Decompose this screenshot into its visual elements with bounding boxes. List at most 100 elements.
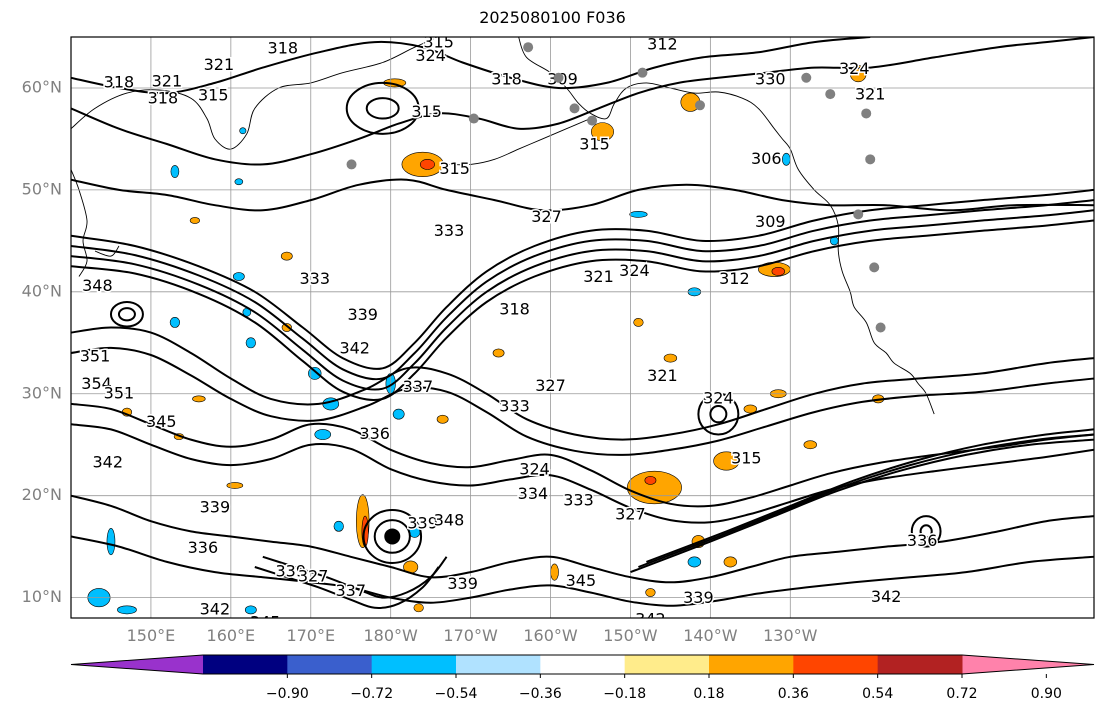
contour-label: 327 bbox=[615, 505, 646, 524]
shaded-patch bbox=[281, 323, 292, 332]
lat-tick-label: 10°N bbox=[22, 587, 62, 606]
isentrope-contour bbox=[71, 346, 1094, 456]
lat-tick-label: 60°N bbox=[22, 77, 62, 96]
station-dot bbox=[861, 108, 872, 119]
contour-label: 342 bbox=[92, 453, 123, 472]
shaded-patch bbox=[436, 414, 449, 424]
lon-tick-label: 150°E bbox=[127, 626, 176, 645]
lat-tick-label: 50°N bbox=[22, 179, 62, 198]
shaded-patch bbox=[849, 65, 867, 83]
station-dot bbox=[523, 42, 534, 53]
lon-tick-label: 130°W bbox=[763, 626, 818, 645]
closed-contour bbox=[109, 301, 144, 328]
contour-label: 315 bbox=[579, 135, 610, 154]
colorbar-label: 0.18 bbox=[693, 686, 724, 702]
station-dot bbox=[468, 113, 479, 124]
closed-contour bbox=[373, 519, 411, 554]
shaded-patch bbox=[645, 588, 656, 597]
isentrope-contour bbox=[71, 199, 1094, 381]
colorbar-label: −0.72 bbox=[350, 686, 393, 702]
isentrope-contour bbox=[71, 209, 1094, 391]
station-dot bbox=[801, 72, 812, 83]
contour-label: 336 bbox=[359, 424, 390, 443]
shaded-patch bbox=[419, 159, 435, 170]
contour-label: 315 bbox=[423, 33, 454, 52]
colorbar-swatch bbox=[371, 655, 457, 674]
shaded-patch bbox=[170, 165, 180, 178]
closed-contour bbox=[919, 524, 933, 539]
map-plot-area: 3213183183213153183153243153183153093123… bbox=[70, 33, 1095, 619]
shaded-patch bbox=[280, 251, 293, 261]
contour-label: 330 bbox=[755, 69, 786, 88]
colorbar-label: −0.90 bbox=[266, 686, 309, 702]
contour-label: 351 bbox=[80, 347, 111, 366]
contour-label: 318 bbox=[148, 89, 179, 108]
isentrope-contour bbox=[71, 326, 1094, 441]
shaded-patch bbox=[633, 318, 644, 327]
station-dot bbox=[569, 103, 580, 114]
station-dot bbox=[853, 209, 864, 220]
contour-label: 337 bbox=[335, 581, 366, 600]
contour-label: 333 bbox=[499, 397, 530, 416]
shaded-patch bbox=[244, 605, 257, 615]
contour-label: 339 bbox=[447, 574, 478, 593]
isentrope-contour bbox=[71, 423, 1094, 524]
colorbar-label: 0.90 bbox=[1031, 686, 1062, 702]
contour-label: 315 bbox=[411, 102, 442, 121]
coastline bbox=[71, 169, 88, 277]
contour-label: 312 bbox=[647, 35, 678, 54]
contour-label: 315 bbox=[439, 159, 470, 178]
shaded-patch bbox=[333, 520, 344, 532]
contour-label: 354 bbox=[81, 374, 112, 393]
closed-contour bbox=[345, 81, 420, 135]
contour-label: 345 bbox=[146, 412, 177, 431]
lon-tick-label: 170°E bbox=[286, 626, 335, 645]
shaded-patch bbox=[743, 404, 758, 414]
colorbar-swatch bbox=[877, 655, 963, 674]
contour-label: 351 bbox=[104, 383, 135, 402]
contour-label: 324 bbox=[839, 59, 870, 78]
contour-label: 348 bbox=[434, 511, 465, 530]
shaded-patch bbox=[392, 408, 405, 420]
contour-label: 309 bbox=[755, 212, 786, 231]
shaded-patch bbox=[713, 451, 740, 471]
contour-label: 324 bbox=[415, 46, 446, 65]
shaded-patch bbox=[663, 353, 678, 363]
station-dot bbox=[694, 100, 705, 111]
closed-contour bbox=[910, 515, 942, 548]
contour-label: 318 bbox=[491, 69, 522, 88]
shaded-patch bbox=[314, 429, 332, 440]
isentrope-contour bbox=[71, 535, 1094, 607]
contour-label: 321 bbox=[855, 85, 886, 104]
shaded-patch bbox=[687, 556, 702, 568]
shaded-patch bbox=[245, 337, 256, 349]
shaded-patch bbox=[723, 556, 738, 568]
shaded-patch bbox=[239, 127, 247, 135]
colorbar-label: 0.36 bbox=[778, 686, 809, 702]
coastline bbox=[71, 37, 439, 150]
contour-label: 334 bbox=[518, 484, 549, 503]
isentrope-contour bbox=[71, 219, 1094, 401]
shaded-patch bbox=[232, 272, 245, 281]
lon-tick-label: 160°W bbox=[523, 626, 578, 645]
contour-label: 324 bbox=[703, 388, 734, 407]
contour-label: 336 bbox=[907, 531, 938, 550]
contour-label: 333 bbox=[563, 490, 594, 509]
colorbar-label: −0.54 bbox=[435, 686, 478, 702]
shaded-patch bbox=[550, 563, 559, 581]
isentrope-contour bbox=[646, 428, 1094, 563]
colorbar-swatch bbox=[793, 655, 879, 674]
shaded-patch bbox=[308, 366, 322, 380]
station-dot bbox=[553, 72, 564, 83]
map-frame bbox=[70, 36, 1095, 619]
closed-contour bbox=[365, 97, 400, 120]
contour-label: 333 bbox=[434, 221, 465, 240]
isentrope-contour bbox=[254, 566, 440, 609]
contour-label: 337 bbox=[403, 377, 434, 396]
contour-label: 333 bbox=[299, 269, 330, 288]
colorbar-swatch bbox=[287, 655, 373, 674]
contour-label: 321 bbox=[152, 71, 183, 90]
shaded-patch bbox=[117, 605, 137, 615]
isentrope-contour bbox=[71, 37, 871, 95]
